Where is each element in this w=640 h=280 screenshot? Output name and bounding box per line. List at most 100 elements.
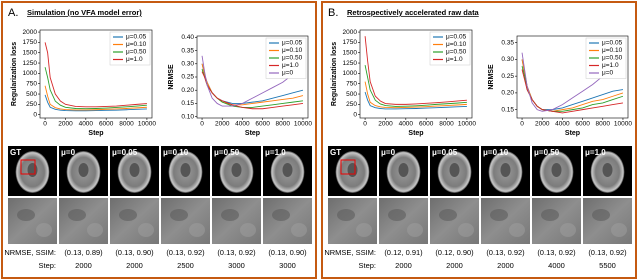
brain-ventricle <box>180 163 191 177</box>
brain-ventricle <box>27 163 38 177</box>
x-tick-label: 10000 <box>294 121 312 128</box>
x-tick-label: 6000 <box>255 121 270 128</box>
zoom-texture <box>221 209 239 221</box>
zoom-texture <box>592 209 610 221</box>
y-tick-label: 1750 <box>343 39 358 46</box>
step-value: 3000 <box>228 261 245 270</box>
panel-title: Retrospectively accelerated raw data <box>347 8 480 17</box>
legend-label: μ=1.0 <box>446 56 463 63</box>
brain-ventricle <box>449 163 460 177</box>
zoom-image <box>532 198 581 244</box>
y-tick-label: 2000 <box>343 29 358 36</box>
x-axis-label: Step <box>408 130 423 137</box>
y-tick-label: 0.20 <box>501 90 514 97</box>
x-axis-label: Step <box>565 130 580 137</box>
brain-ventricle <box>602 163 613 177</box>
y-tick-label: 0.35 <box>181 47 194 54</box>
y-axis-label: NRMSE <box>168 64 175 90</box>
legend-label: μ=0.10 <box>446 41 467 48</box>
legend-label: μ=0.50 <box>126 49 147 56</box>
zoom-image <box>59 198 108 244</box>
zoom-texture <box>119 209 137 221</box>
y-tick-label: 1000 <box>23 70 38 77</box>
step-value: 2000 <box>395 261 412 270</box>
y-tick-label: 500 <box>346 91 357 98</box>
metric-value: (0.13, 0.90) <box>115 248 154 257</box>
metric-value: (0.13, 0.92) <box>486 248 525 257</box>
legend-label: μ=0.50 <box>446 49 467 56</box>
panel-title: Simulation (no VFA model error) <box>27 8 142 17</box>
metrics-label: NRMSE, SSIM: <box>4 248 56 257</box>
panel-label: B. <box>328 7 338 19</box>
zoom-texture <box>509 223 525 237</box>
y-tick-label: 0.25 <box>181 74 194 81</box>
zoom-image <box>430 198 479 244</box>
y-tick-label: 250 <box>346 101 357 108</box>
x-tick-label: 0 <box>520 121 524 128</box>
y-axis-label: Regularization loss <box>331 42 338 106</box>
zoom-image <box>8 198 57 244</box>
zoom-texture <box>439 209 457 221</box>
y-tick-label: 1500 <box>23 49 38 56</box>
step-value: 3000 <box>279 261 296 270</box>
legend-label: μ=1.0 <box>602 62 619 69</box>
y-tick-label: 0.40 <box>181 34 194 41</box>
series-line <box>521 69 624 114</box>
x-tick-label: 0 <box>200 121 204 128</box>
zoom-image <box>379 198 428 244</box>
x-axis-label: Step <box>88 130 103 137</box>
legend-label: μ=1.0 <box>282 62 299 69</box>
image-label: μ=0 <box>381 148 396 157</box>
metric-value: (0.12, 0.91) <box>384 248 423 257</box>
brain-ventricle <box>231 163 242 177</box>
metric-value: (0.13, 0.89) <box>64 248 103 257</box>
legend-label: μ=0.05 <box>126 34 147 41</box>
brain-ventricle <box>347 163 358 177</box>
y-tick-label: 0.15 <box>501 106 514 113</box>
x-tick-label: 6000 <box>419 121 434 128</box>
zoom-image <box>583 198 632 244</box>
x-tick-label: 4000 <box>235 121 250 128</box>
step-value: 2500 <box>177 261 194 270</box>
brain-ventricle <box>78 163 89 177</box>
image-label: μ=0.50 <box>534 148 560 157</box>
legend-label: μ=0.05 <box>446 34 467 41</box>
y-tick-label: 0 <box>33 111 37 118</box>
series-line <box>364 81 467 109</box>
y-tick-label: 0.35 <box>501 39 514 46</box>
brain-ventricle <box>398 163 409 177</box>
step-value: 4000 <box>548 261 565 270</box>
roi-box <box>340 159 356 175</box>
series-line <box>364 91 467 110</box>
zoom-texture <box>138 223 154 237</box>
zoom-texture <box>240 223 256 237</box>
zoom-texture <box>356 223 372 237</box>
x-tick-label: 10000 <box>458 121 476 128</box>
zoom-texture <box>272 209 290 221</box>
x-tick-label: 2000 <box>215 121 230 128</box>
roi-box <box>20 159 36 175</box>
series-line <box>44 94 147 112</box>
legend-label: μ=0.05 <box>282 40 303 47</box>
zoom-image <box>161 198 210 244</box>
legend-label: μ=0 <box>602 70 614 77</box>
image-label: μ=1.0 <box>265 148 286 157</box>
zoom-texture <box>36 223 52 237</box>
x-tick-label: 4000 <box>555 121 570 128</box>
zoom-texture <box>611 223 627 237</box>
y-tick-label: 1250 <box>23 60 38 67</box>
series-line <box>44 67 147 110</box>
x-tick-label: 8000 <box>276 121 291 128</box>
y-tick-label: 500 <box>26 91 37 98</box>
x-tick-label: 10000 <box>138 121 156 128</box>
y-tick-label: 0.10 <box>181 113 194 120</box>
panel-border <box>321 1 637 279</box>
step-value: 2000 <box>446 261 463 270</box>
zoom-texture <box>560 223 576 237</box>
legend-label: μ=0.50 <box>602 55 623 62</box>
x-axis-label: Step <box>245 130 260 137</box>
zoom-image <box>263 198 312 244</box>
x-tick-label: 4000 <box>79 121 94 128</box>
series-line <box>364 36 467 105</box>
zoom-texture <box>541 209 559 221</box>
